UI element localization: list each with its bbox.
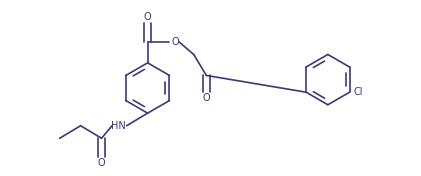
Text: O: O <box>171 37 179 47</box>
Text: HN: HN <box>111 121 126 131</box>
Text: Cl: Cl <box>353 87 363 97</box>
Text: O: O <box>203 93 210 103</box>
Text: O: O <box>144 12 152 22</box>
Text: O: O <box>98 158 105 168</box>
